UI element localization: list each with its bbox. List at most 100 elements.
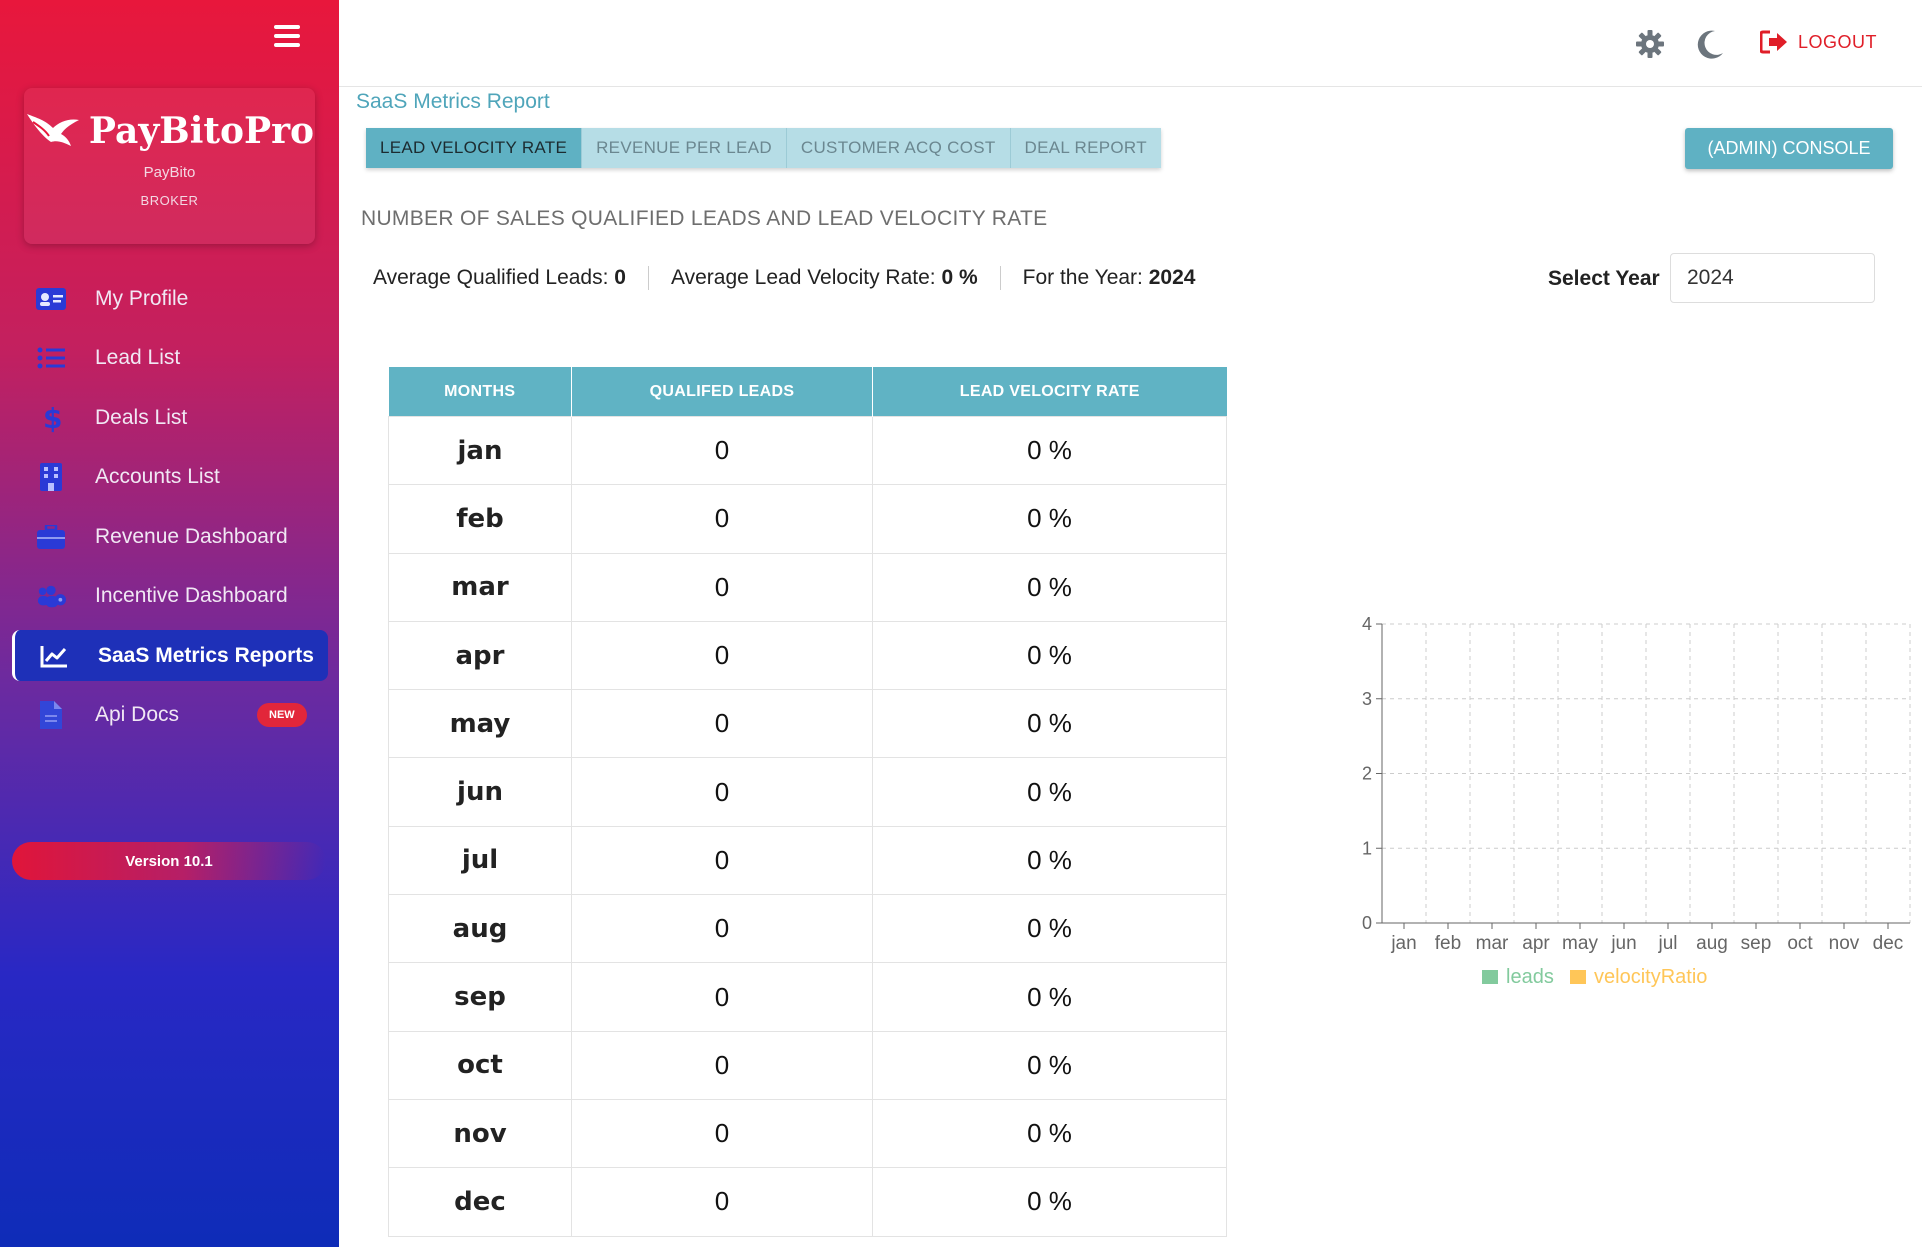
sidebar-item-saas-metrics-reports[interactable]: SaaS Metrics Reports bbox=[12, 630, 328, 681]
qualified-leads-cell: 0 bbox=[571, 1167, 873, 1237]
x-tick-label: mar bbox=[1476, 933, 1509, 954]
tab-revenue-per-lead[interactable]: REVENUE PER LEAD bbox=[582, 128, 787, 168]
legend-item-velocityRatio[interactable]: velocityRatio bbox=[1570, 966, 1707, 988]
y-tick-label: 0 bbox=[1362, 913, 1372, 933]
brand-name: PayBitoPro bbox=[88, 110, 315, 152]
sidebar-item-deals-list[interactable]: $ Deals List bbox=[12, 392, 328, 443]
legend-swatch bbox=[1570, 970, 1586, 984]
qualified-leads-cell: 0 bbox=[571, 962, 873, 1032]
sidebar-item-lead-list[interactable]: Lead List bbox=[12, 333, 328, 384]
lead-velocity-chart: 0 1 2 3 4 jan feb mar apr may jun jul aug sep oct nov de… bbox=[1362, 614, 1911, 988]
sidebar-item-label: SaaS Metrics Reports bbox=[98, 643, 314, 667]
column-header-qualified-leads: QUALIFED LEADS bbox=[571, 367, 873, 417]
x-tick-label: aug bbox=[1696, 933, 1728, 954]
chart-line-icon bbox=[39, 641, 69, 671]
table-row: jun 0 0 % bbox=[388, 757, 1227, 827]
brand-card: PayBitoPro PayBito BROKER bbox=[24, 88, 315, 244]
stats-bar: Average Qualified Leads: 0 Average Lead … bbox=[373, 266, 1195, 290]
column-header-months: MONTHS bbox=[388, 367, 572, 417]
tab-deal-report[interactable]: DEAL REPORT bbox=[1010, 128, 1161, 168]
table-row: feb 0 0 % bbox=[388, 484, 1227, 554]
x-tick-label: jan bbox=[1390, 933, 1416, 954]
sidebar-item-label: My Profile bbox=[95, 286, 189, 310]
x-tick-label: jun bbox=[1610, 933, 1636, 954]
sidebar: PayBitoPro PayBito BROKER My Profile Lea… bbox=[0, 0, 339, 1247]
logout-label: LOGOUT bbox=[1798, 31, 1878, 52]
legend-item-leads[interactable]: leads bbox=[1482, 966, 1554, 988]
sidebar-item-label: Deals List bbox=[95, 405, 188, 429]
section-title: NUMBER OF SALES QUALIFIED LEADS AND LEAD… bbox=[361, 207, 1048, 230]
logout-button[interactable]: LOGOUT bbox=[1760, 30, 1877, 54]
year-value: 2024 bbox=[1148, 266, 1196, 289]
month-cell: jun bbox=[388, 757, 572, 827]
qualified-leads-cell: 0 bbox=[571, 415, 873, 486]
select-year-input[interactable] bbox=[1670, 253, 1875, 303]
table-row: jul 0 0 % bbox=[388, 825, 1227, 896]
qualified-leads-cell: 0 bbox=[571, 757, 873, 827]
lead-velocity-rate-cell: 0 % bbox=[872, 894, 1227, 964]
qualified-leads-cell: 0 bbox=[571, 894, 873, 964]
sidebar-item-label: Lead List bbox=[95, 346, 181, 369]
table-row: may 0 0 % bbox=[388, 689, 1227, 759]
sidebar-item-accounts-list[interactable]: Accounts List bbox=[12, 452, 328, 503]
x-tick-label: apr bbox=[1522, 933, 1550, 954]
lead-velocity-rate-cell: 0 % bbox=[872, 415, 1227, 486]
id-card-icon bbox=[36, 284, 66, 314]
report-tabs: LEAD VELOCITY RATE REVENUE PER LEAD CUST… bbox=[366, 128, 1161, 168]
sidebar-item-revenue-dashboard[interactable]: Revenue Dashboard bbox=[12, 511, 328, 562]
month-cell: jul bbox=[388, 825, 572, 896]
month-cell: sep bbox=[388, 962, 572, 1032]
tab-customer-acq-cost[interactable]: CUSTOMER ACQ COST bbox=[786, 128, 1011, 168]
sidebar-item-api-docs[interactable]: Api Docs NEW bbox=[12, 690, 328, 741]
lead-velocity-table: MONTHS QUALIFED LEADS LEAD VELOCITY RATE… bbox=[388, 367, 1227, 1237]
x-tick-label: oct bbox=[1787, 933, 1813, 954]
table-row: oct 0 0 % bbox=[388, 1030, 1227, 1100]
hamburger-menu-icon[interactable] bbox=[274, 25, 300, 47]
y-tick-label: 1 bbox=[1362, 838, 1372, 858]
version-pill: Version 10.1 bbox=[12, 842, 326, 880]
x-tick-label: nov bbox=[1829, 933, 1860, 954]
sidebar-item-label: Revenue Dashboard bbox=[95, 524, 288, 548]
new-badge: NEW bbox=[257, 703, 307, 727]
briefcase-icon bbox=[36, 522, 66, 552]
admin-console-button[interactable]: (ADMIN) CONSOLE bbox=[1685, 128, 1893, 169]
qualified-leads-cell: 0 bbox=[571, 1030, 873, 1100]
breadcrumb[interactable]: SaaS Metrics Report bbox=[356, 90, 550, 113]
sidebar-item-my-profile[interactable]: My Profile bbox=[12, 273, 328, 324]
avg-rate-label: Average Lead Velocity Rate: bbox=[670, 266, 936, 289]
table-row: jan 0 0 % bbox=[388, 415, 1227, 486]
sidebar-item-label: Incentive Dashboard bbox=[95, 584, 288, 607]
legend-label: leads bbox=[1506, 966, 1554, 988]
dollar-icon: $ bbox=[36, 403, 66, 433]
table-row: mar 0 0 % bbox=[388, 552, 1227, 622]
x-tick-label: feb bbox=[1435, 933, 1461, 954]
y-tick-label: 3 bbox=[1362, 689, 1372, 709]
table-row: sep 0 0 % bbox=[388, 962, 1227, 1032]
x-tick-label: dec bbox=[1873, 933, 1904, 954]
table-row: dec 0 0 % bbox=[388, 1167, 1227, 1237]
month-cell: mar bbox=[388, 552, 572, 622]
moon-icon[interactable] bbox=[1697, 29, 1725, 64]
lead-velocity-rate-cell: 0 % bbox=[872, 620, 1227, 691]
sidebar-nav: My Profile Lead List $ Deals List Accoun… bbox=[12, 273, 328, 749]
sidebar-item-incentive-dashboard[interactable]: Incentive Dashboard bbox=[12, 571, 328, 622]
svg-text:$: $ bbox=[43, 403, 61, 433]
brand-role: BROKER bbox=[140, 193, 199, 208]
lead-velocity-rate-cell: 0 % bbox=[872, 757, 1227, 827]
sidebar-item-label: Accounts List bbox=[95, 465, 220, 488]
sidebar-item-label: Api Docs bbox=[95, 703, 180, 726]
table-header-row: MONTHS QUALIFED LEADS LEAD VELOCITY RATE bbox=[388, 367, 1227, 417]
legend-swatch bbox=[1482, 970, 1498, 984]
gear-icon[interactable] bbox=[1636, 30, 1664, 63]
divider bbox=[999, 266, 1001, 290]
x-tick-label: sep bbox=[1741, 933, 1772, 954]
sign-out-icon bbox=[1760, 30, 1787, 54]
divider bbox=[647, 266, 649, 290]
month-cell: jan bbox=[388, 415, 572, 486]
year-label: For the Year: bbox=[1022, 266, 1143, 289]
tab-lead-velocity-rate[interactable]: LEAD VELOCITY RATE bbox=[366, 128, 583, 168]
month-cell: nov bbox=[388, 1098, 572, 1169]
avg-rate-value: 0 % bbox=[941, 266, 978, 289]
x-tick-label: may bbox=[1562, 933, 1598, 954]
lead-velocity-rate-cell: 0 % bbox=[872, 1030, 1227, 1100]
